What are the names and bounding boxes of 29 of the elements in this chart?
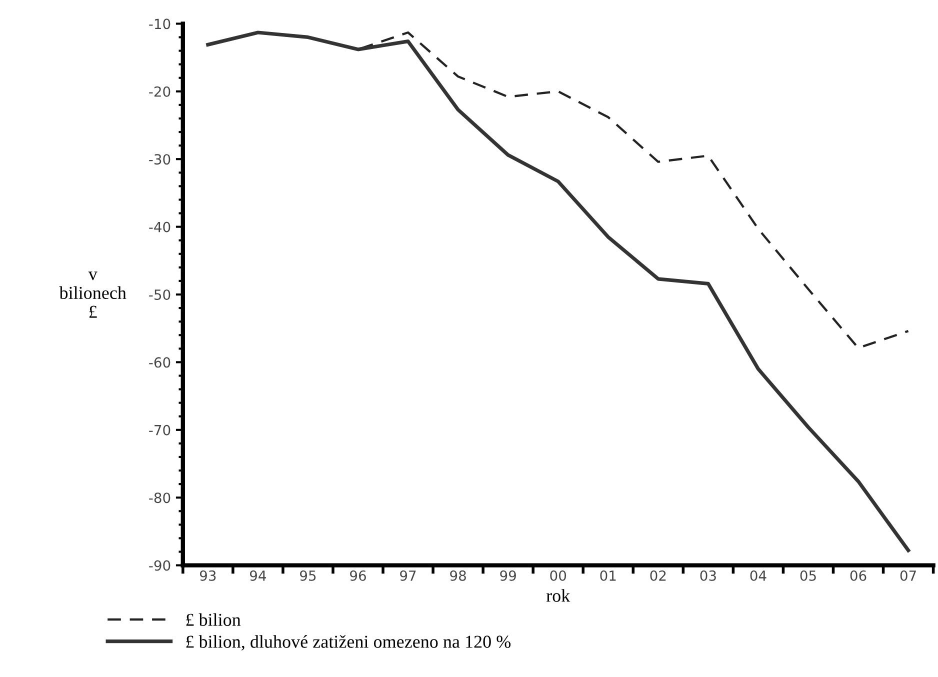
legend-label: £ bilion <box>186 613 241 626</box>
y-tick-label: -40 <box>149 222 170 232</box>
y-axis-title: v bilionech £ <box>59 272 126 318</box>
y-tick-label: -80 <box>149 492 170 504</box>
y-tick-label: -70 <box>149 424 170 436</box>
x-tick-label: 94 <box>250 570 266 581</box>
x-axis-title: rok <box>546 589 570 602</box>
x-tick-label: 04 <box>750 570 766 581</box>
x-tick-label: 98 <box>450 570 466 581</box>
y-tick-label: -30 <box>149 154 170 165</box>
x-tick-label: 05 <box>800 570 816 581</box>
y-tick-label: -50 <box>149 289 170 300</box>
x-tick-label: 06 <box>850 570 866 581</box>
x-tick-label: 99 <box>500 570 516 581</box>
legend-label: £ bilion, dluhové zatiženi omezeno na 120 % <box>186 635 511 650</box>
x-tick-label: 03 <box>700 570 716 581</box>
x-tick-label: 95 <box>300 570 316 581</box>
x-tick-label: 93 <box>200 570 216 581</box>
y-tick-label: -90 <box>149 560 170 571</box>
x-tick-label: 00 <box>550 570 566 581</box>
x-tick-label: 07 <box>900 570 916 581</box>
x-tick-label: 97 <box>400 570 416 581</box>
y-tick-label: -20 <box>149 86 170 97</box>
y-tick-label: -10 <box>149 18 170 30</box>
line-series <box>206 30 910 552</box>
x-tick-label: 96 <box>350 570 366 581</box>
x-tick-label: 01 <box>600 570 616 581</box>
y-tick-label: -60 <box>149 357 170 368</box>
x-tick-label: 02 <box>650 570 666 581</box>
